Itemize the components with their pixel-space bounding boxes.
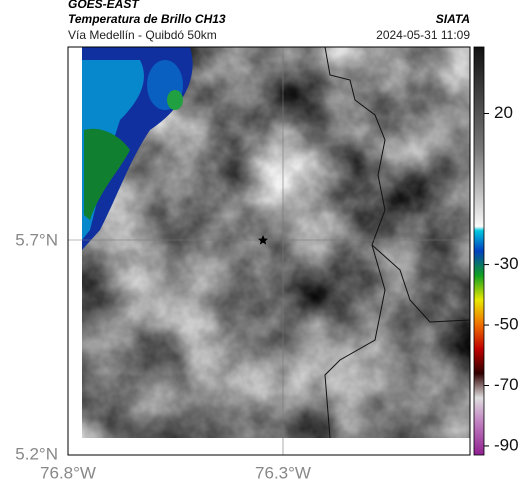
lon-label: 76.3°W <box>255 463 311 482</box>
lat-label: 5.7°N <box>15 230 58 249</box>
lon-label: 76.8°W <box>40 463 96 482</box>
colorbar <box>473 46 485 456</box>
lat-label: 5.2°N <box>15 444 58 463</box>
satellite-image <box>82 47 470 438</box>
brand: SIATA <box>436 12 470 26</box>
datetime: 2024-05-31 11:09 <box>376 28 470 42</box>
subtitle: Vía Medellín - Quibdó 50km <box>68 28 217 42</box>
colorbar-tick-label: -50 <box>494 315 519 334</box>
title: Temperatura de Brillo CH13 <box>68 12 226 26</box>
source: GOES-EAST <box>68 0 140 11</box>
colorbar-tick-label: -70 <box>494 375 519 394</box>
colorbar-tick-label: 20 <box>494 103 513 122</box>
colorbar-tick-label: -90 <box>494 435 519 454</box>
boundary <box>324 47 470 438</box>
location-marker <box>257 235 268 245</box>
map-frame <box>67 46 471 456</box>
colorbar-tick-label: -30 <box>494 254 519 273</box>
